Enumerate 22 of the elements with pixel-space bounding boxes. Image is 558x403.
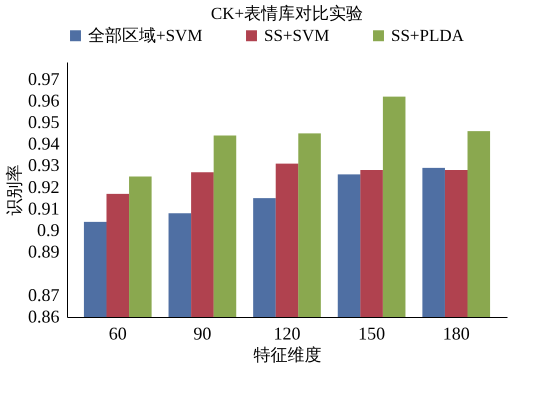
y-tick-label: 0.9 [37, 220, 60, 240]
x-axis-title: 特征维度 [254, 346, 322, 364]
y-tick-label: 0.92 [28, 176, 60, 197]
y-axis-title: 识别率 [5, 164, 24, 216]
y-tick-label: 0.89 [28, 242, 60, 262]
y-tick-label: 0.87 [28, 284, 60, 305]
legend-label: SS+PLDA [391, 26, 465, 45]
x-tick-label: 90 [193, 324, 212, 344]
y-tick-label: 0.93 [28, 155, 60, 176]
x-tick-label: 180 [442, 324, 470, 344]
x-tick-label: 60 [108, 324, 127, 344]
legend-label: 全部区域+SVM [88, 26, 202, 45]
chart-title: CK+表情库对比实验 [210, 4, 364, 23]
y-tick-label: 0.95 [28, 112, 60, 132]
y-tick-label: 0.96 [28, 90, 60, 110]
y-tick-label: 0.94 [28, 134, 60, 154]
y-tick-label: 0.97 [28, 68, 60, 89]
legend-label: SS+SVM [264, 26, 330, 45]
y-tick-label: 0.91 [28, 198, 60, 218]
x-tick-label: 150 [358, 324, 386, 344]
x-tick-label: 120 [274, 324, 300, 344]
y-tick-label: 0.86 [28, 306, 60, 326]
